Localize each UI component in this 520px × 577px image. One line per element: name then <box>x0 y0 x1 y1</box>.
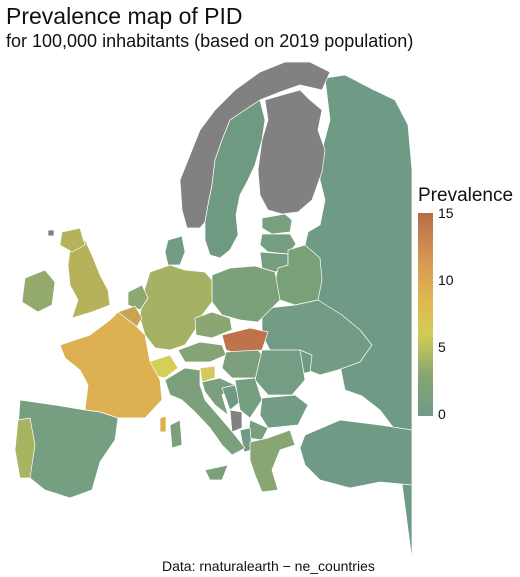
country-italy-sardinia <box>169 419 183 449</box>
country-denmark <box>164 235 186 266</box>
map-subtitle: for 100,000 inhabitants (based on 2019 p… <box>6 31 414 51</box>
country-serbia <box>234 377 263 419</box>
island-faroe <box>47 229 55 237</box>
country-italy-sicily <box>204 464 229 481</box>
country-france <box>59 311 163 419</box>
legend-tick <box>433 214 437 215</box>
legend-label-15: 15 <box>438 205 454 221</box>
legend-colorbar <box>418 213 433 416</box>
country-turkey <box>299 419 413 489</box>
country-poland <box>211 265 281 323</box>
country-ireland <box>21 269 56 313</box>
country-bulgaria <box>259 394 309 429</box>
legend-tick <box>433 281 437 282</box>
legend-label-5: 5 <box>438 339 446 355</box>
country-portugal <box>14 417 36 479</box>
data-source-caption: Data: rnaturalearth − ne_countries <box>162 558 375 574</box>
country-netherlands <box>127 284 149 311</box>
map-title: Prevalence map of PID <box>6 3 243 29</box>
legend-tick <box>433 348 437 349</box>
country-romania <box>254 349 306 396</box>
country-czechia <box>194 311 233 339</box>
country-italy <box>164 367 246 456</box>
country-montenegro <box>229 409 243 433</box>
legend-tick <box>433 415 437 416</box>
country-greece <box>249 429 296 493</box>
legend-title: Prevalence <box>418 185 514 206</box>
country-finland <box>257 89 326 215</box>
legend-label-0: 0 <box>438 406 446 422</box>
country-uk-scotland <box>59 227 86 253</box>
country-slovenia <box>199 365 216 383</box>
legend-label-10: 10 <box>438 272 454 288</box>
country-estonia <box>261 213 293 235</box>
country-germany <box>139 264 213 351</box>
country-uk <box>67 239 111 319</box>
country-sweden <box>204 99 266 259</box>
country-france-corsica <box>159 415 167 433</box>
